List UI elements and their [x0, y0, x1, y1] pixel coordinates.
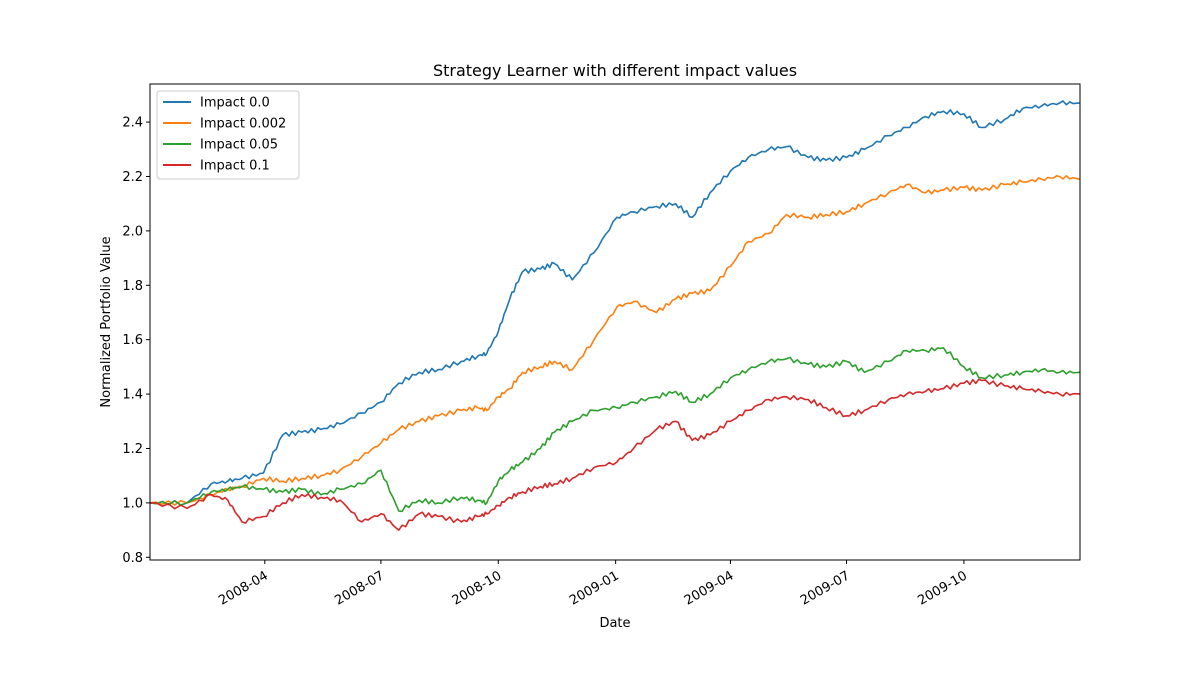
y-tick-label: 1.8	[122, 279, 143, 294]
y-tick-label: 2.0	[122, 224, 143, 239]
y-tick-label: 1.4	[122, 388, 143, 403]
legend-box	[156, 90, 300, 180]
y-axis-label: Normalized Portfolio Value	[99, 236, 114, 407]
legend-label: Impact 0.0	[200, 96, 270, 111]
chart-title: Strategy Learner with different impact v…	[433, 61, 797, 80]
x-axis-label: Date	[599, 616, 630, 631]
y-tick-label: 1.0	[122, 496, 143, 511]
plot-area	[150, 84, 1080, 560]
y-tick-label: 0.8	[122, 551, 143, 566]
y-tick-label: 2.4	[122, 116, 143, 131]
legend-label: Impact 0.002	[200, 117, 286, 132]
series-lines	[149, 100, 1081, 531]
legend-label: Impact 0.1	[200, 159, 270, 174]
y-axis: 0.8 1.0 1.2 1.4 1.6 1.8 2.0 2.2 2.4	[122, 116, 150, 566]
axes-frame	[149, 83, 1081, 561]
series-line-3	[149, 346, 1081, 513]
series-line-1	[149, 100, 1081, 506]
legend-label: Impact 0.05	[200, 138, 278, 153]
y-tick-label: 1.2	[122, 442, 143, 457]
series-line-2	[149, 175, 1081, 506]
y-tick-label: 1.6	[122, 333, 143, 348]
y-tick-label: 2.2	[122, 170, 143, 185]
series-line-4	[150, 378, 1081, 531]
legend: Impact 0.0 Impact 0.002 Impact 0.05 Impact …	[156, 90, 300, 180]
